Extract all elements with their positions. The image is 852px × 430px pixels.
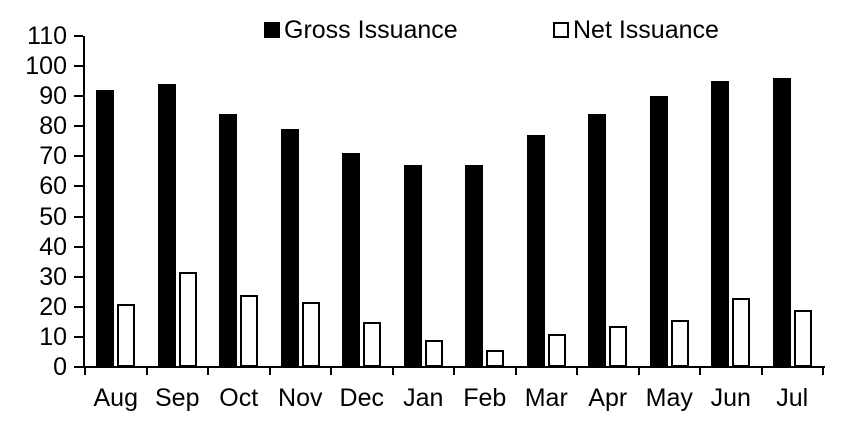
x-axis-label-feb: Feb <box>463 384 507 412</box>
y-tick-label-70: 70 <box>39 142 67 171</box>
bar-gross-dec <box>342 153 361 367</box>
y-tick-label-50: 50 <box>39 202 67 231</box>
x-axis-label-may: May <box>645 384 693 412</box>
x-axis-label-dec: Dec <box>339 384 384 412</box>
x-axis-label-sep: Sep <box>155 384 200 412</box>
y-tick-label-0: 0 <box>53 353 67 381</box>
y-tick <box>74 305 83 308</box>
y-tick <box>74 155 83 158</box>
legend-item-gross-issuance: Gross Issuance <box>264 15 458 45</box>
y-tick-label-100: 100 <box>25 52 67 81</box>
y-tick-label-30: 30 <box>39 262 67 291</box>
y-tick-label-40: 40 <box>39 232 67 261</box>
gross-issuance-swatch-icon <box>264 22 280 38</box>
y-tick-label-60: 60 <box>39 172 67 201</box>
x-tick <box>145 368 148 375</box>
x-axis-label-apr: Apr <box>588 384 628 412</box>
bar-net-mar <box>547 333 566 367</box>
x-tick <box>207 368 209 375</box>
bar-net-jul <box>793 309 812 367</box>
bar-gross-jan <box>403 165 422 367</box>
x-axis-label-aug: Aug <box>93 384 138 412</box>
y-tick <box>74 215 83 218</box>
x-tick <box>330 368 332 375</box>
legend-item-net-issuance: Net Issuance <box>553 15 719 45</box>
bar-gross-feb <box>465 165 484 367</box>
y-tick-label-10: 10 <box>39 322 67 351</box>
bar-gross-sep <box>157 84 176 367</box>
legend-label-net-issuance: Net Issuance <box>573 16 719 44</box>
bar-net-nov <box>301 302 320 367</box>
bar-gross-mar <box>526 135 545 367</box>
x-axis-label-oct: Oct <box>219 384 259 412</box>
y-tick-label-90: 90 <box>39 82 67 111</box>
x-axis-label-jan: Jan <box>403 384 444 412</box>
bar-gross-oct <box>219 114 238 367</box>
x-axis-label-jul: Jul <box>776 384 809 412</box>
bar-gross-jul <box>772 78 791 367</box>
x-tick <box>268 368 271 375</box>
legend-label-gross-issuance: Gross Issuance <box>284 16 458 44</box>
y-tick-label-20: 20 <box>39 292 67 321</box>
x-tick <box>822 368 824 375</box>
bar-gross-aug <box>96 90 115 367</box>
bar-gross-jun <box>711 81 730 367</box>
bar-gross-nov <box>280 129 299 367</box>
y-tick <box>74 335 83 338</box>
x-tick <box>84 368 86 375</box>
net-issuance-swatch-icon <box>553 22 569 38</box>
x-tick <box>453 368 455 375</box>
bar-net-apr <box>609 326 628 367</box>
y-tick <box>74 185 83 188</box>
y-tick <box>74 65 83 68</box>
bar-net-feb <box>486 350 505 367</box>
y-tick <box>74 95 83 98</box>
x-tick <box>576 368 578 375</box>
y-tick <box>74 35 83 37</box>
bar-net-jan <box>424 339 443 367</box>
x-axis-label-jun: Jun <box>710 384 751 412</box>
bar-gross-apr <box>588 114 607 367</box>
x-tick <box>514 368 517 375</box>
bar-net-aug <box>117 303 136 367</box>
y-tick <box>74 245 83 248</box>
bar-net-jun <box>732 297 751 367</box>
x-axis-label-nov: Nov <box>278 384 323 412</box>
x-tick <box>699 368 701 375</box>
x-tick <box>637 368 640 375</box>
y-tick <box>74 125 83 128</box>
x-axis <box>82 365 825 368</box>
bar-net-oct <box>240 294 259 367</box>
y-tick <box>74 275 83 278</box>
bar-net-sep <box>178 272 197 367</box>
bar-net-may <box>670 320 689 367</box>
y-axis <box>82 36 85 368</box>
y-tick-label-110: 110 <box>27 22 67 50</box>
bar-net-dec <box>363 321 382 367</box>
bar-gross-may <box>649 96 668 367</box>
x-tick <box>760 368 763 375</box>
y-tick <box>74 366 83 368</box>
x-axis-label-mar: Mar <box>524 384 568 412</box>
x-tick <box>391 368 394 375</box>
y-tick-label-80: 80 <box>39 112 67 141</box>
